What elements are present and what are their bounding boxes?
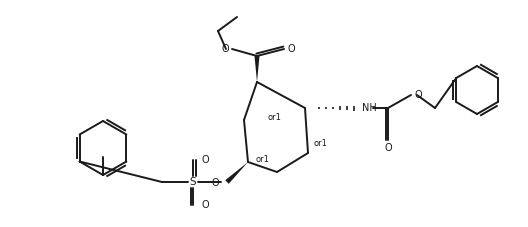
Text: O: O bbox=[201, 155, 209, 165]
Text: O: O bbox=[211, 178, 219, 188]
Polygon shape bbox=[225, 162, 248, 184]
Text: or1: or1 bbox=[314, 138, 328, 148]
Text: O: O bbox=[221, 44, 229, 54]
Text: or1: or1 bbox=[267, 114, 281, 123]
Text: O: O bbox=[414, 90, 422, 100]
Text: NH: NH bbox=[362, 103, 377, 113]
Text: O: O bbox=[287, 44, 295, 54]
Text: O: O bbox=[201, 200, 209, 210]
Polygon shape bbox=[254, 56, 259, 82]
Text: S: S bbox=[190, 177, 196, 187]
Text: or1: or1 bbox=[255, 155, 269, 165]
Text: O: O bbox=[384, 143, 392, 153]
